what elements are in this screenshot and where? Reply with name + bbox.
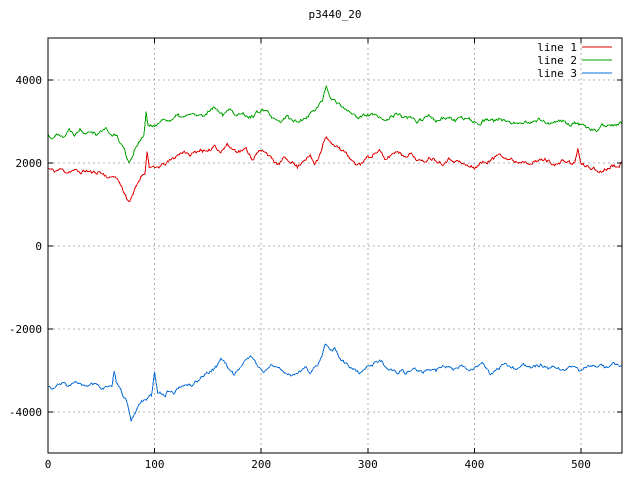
series-line-3 xyxy=(48,343,622,422)
plot-border xyxy=(47,37,623,454)
y-tick-label: 0 xyxy=(35,240,42,253)
axes-and-ticks xyxy=(47,37,623,454)
y-tick-label: -4000 xyxy=(9,406,42,419)
legend-label: line 1 xyxy=(537,41,577,54)
legend-label: line 2 xyxy=(537,54,577,67)
y-tick-label: 2000 xyxy=(16,157,43,170)
x-tick-label: 200 xyxy=(251,458,271,471)
data-series xyxy=(48,84,622,422)
x-tick-label: 300 xyxy=(358,458,378,471)
tick-labels: -4000 -2000 0 2000 4000 0 100 200 300 400 500 xyxy=(9,74,591,471)
y-tick-label: 4000 xyxy=(16,74,43,87)
series-line-2 xyxy=(48,84,622,164)
chart-title: p3440_20 xyxy=(309,8,362,21)
x-tick-label: 100 xyxy=(145,458,165,471)
x-tick-label: 0 xyxy=(45,458,52,471)
y-tick-label: -2000 xyxy=(9,323,42,336)
x-tick-label: 400 xyxy=(464,458,484,471)
x-tick-label: 500 xyxy=(571,458,591,471)
grid-lines xyxy=(48,38,622,453)
series-line-1 xyxy=(48,136,622,203)
legend-label: line 3 xyxy=(537,67,577,80)
